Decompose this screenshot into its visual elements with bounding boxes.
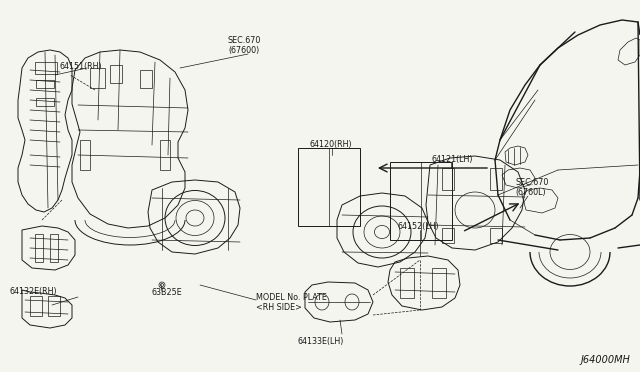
Text: 64132E(RH): 64132E(RH) [10, 287, 58, 296]
Text: SEC.670
(6760L): SEC.670 (6760L) [515, 178, 548, 198]
Bar [35, 234, 43, 262]
Text: MODEL No. PLATE
<RH SIDE>: MODEL No. PLATE <RH SIDE> [256, 293, 327, 312]
Text: J64000MH: J64000MH [580, 355, 630, 365]
Bar [442, 168, 454, 190]
Text: 64120(RH): 64120(RH) [310, 140, 353, 149]
Bar [90, 68, 105, 88]
Bar [140, 70, 152, 88]
Bar [432, 268, 446, 298]
Bar [490, 228, 502, 243]
Text: 64151(RH): 64151(RH) [60, 62, 102, 71]
Bar [160, 140, 170, 170]
Bar [490, 168, 502, 190]
Text: 64133E(LH): 64133E(LH) [297, 337, 344, 346]
Bar [35, 62, 57, 74]
Bar [110, 65, 122, 83]
Bar [390, 162, 452, 240]
Bar [400, 268, 414, 298]
Bar [36, 98, 54, 106]
Bar [48, 296, 60, 316]
Bar [442, 228, 454, 243]
Bar [30, 296, 42, 316]
Text: 64121(LH): 64121(LH) [432, 155, 474, 164]
Bar [50, 234, 58, 262]
Text: SEC.670
(67600): SEC.670 (67600) [228, 36, 261, 55]
Bar [80, 140, 90, 170]
Text: 64152(LH): 64152(LH) [397, 222, 438, 231]
Bar [298, 148, 360, 226]
Bar [36, 80, 54, 88]
Text: 63B25E: 63B25E [152, 288, 183, 297]
